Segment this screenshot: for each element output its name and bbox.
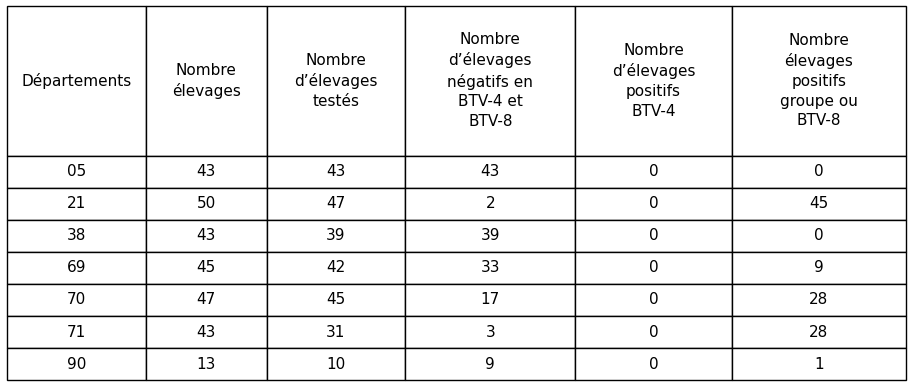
Bar — [146, 316, 266, 348]
Bar — [266, 284, 405, 316]
Bar — [266, 348, 405, 380]
Bar — [146, 348, 266, 380]
Text: 10: 10 — [326, 357, 345, 372]
Text: 2: 2 — [485, 196, 495, 211]
Bar — [575, 252, 732, 284]
Text: Nombre
d’élevages
positifs
BTV-4: Nombre d’élevages positifs BTV-4 — [612, 43, 695, 119]
Text: 90: 90 — [67, 357, 86, 372]
Bar — [7, 284, 146, 316]
Text: 43: 43 — [481, 164, 500, 179]
Text: Nombre
d’élevages
testés: Nombre d’élevages testés — [295, 52, 378, 109]
Bar — [575, 284, 732, 316]
Bar — [575, 348, 732, 380]
Bar — [732, 316, 906, 348]
Text: Nombre
d’élevages
négatifs en
BTV-4 et
BTV-8: Nombre d’élevages négatifs en BTV-4 et B… — [447, 32, 534, 129]
Bar — [7, 348, 146, 380]
Bar — [405, 156, 575, 188]
Text: 47: 47 — [326, 196, 345, 211]
Text: 3: 3 — [485, 325, 495, 340]
Text: 45: 45 — [196, 261, 216, 275]
Text: 39: 39 — [326, 228, 345, 243]
Bar — [575, 6, 732, 156]
Text: 0: 0 — [814, 228, 824, 243]
Bar — [266, 252, 405, 284]
Text: 33: 33 — [481, 261, 500, 275]
Text: 70: 70 — [67, 293, 86, 308]
Text: 45: 45 — [809, 196, 829, 211]
Text: 0: 0 — [649, 228, 658, 243]
Text: 28: 28 — [809, 293, 829, 308]
Text: 21: 21 — [67, 196, 86, 211]
Text: 42: 42 — [326, 261, 345, 275]
Bar — [266, 316, 405, 348]
Text: Départements: Départements — [22, 73, 132, 89]
Text: 50: 50 — [196, 196, 216, 211]
Bar — [732, 220, 906, 252]
Bar — [732, 188, 906, 220]
Text: 47: 47 — [196, 293, 216, 308]
Bar — [266, 156, 405, 188]
Bar — [266, 220, 405, 252]
Bar — [405, 6, 575, 156]
Text: 69: 69 — [67, 261, 86, 275]
Bar — [7, 156, 146, 188]
Text: 0: 0 — [649, 357, 658, 372]
Text: 38: 38 — [67, 228, 86, 243]
Bar — [146, 252, 266, 284]
Bar — [575, 156, 732, 188]
Bar — [575, 316, 732, 348]
Bar — [732, 6, 906, 156]
Bar — [7, 6, 146, 156]
Bar — [405, 252, 575, 284]
Bar — [7, 220, 146, 252]
Bar — [266, 6, 405, 156]
Text: 9: 9 — [814, 261, 824, 275]
Text: 0: 0 — [649, 164, 658, 179]
Text: 0: 0 — [649, 196, 658, 211]
Bar — [732, 348, 906, 380]
Bar — [405, 316, 575, 348]
Text: 28: 28 — [809, 325, 829, 340]
Bar — [146, 220, 266, 252]
Bar — [146, 156, 266, 188]
Bar — [732, 156, 906, 188]
Bar — [405, 348, 575, 380]
Text: 45: 45 — [326, 293, 345, 308]
Text: 39: 39 — [481, 228, 500, 243]
Bar — [575, 188, 732, 220]
Text: 13: 13 — [196, 357, 216, 372]
Bar — [575, 220, 732, 252]
Bar — [146, 6, 266, 156]
Text: 0: 0 — [814, 164, 824, 179]
Bar — [266, 188, 405, 220]
Text: 0: 0 — [649, 261, 658, 275]
Text: Nombre
élevages: Nombre élevages — [172, 63, 241, 99]
Text: 43: 43 — [326, 164, 345, 179]
Bar — [405, 284, 575, 316]
Text: 43: 43 — [196, 228, 216, 243]
Bar — [405, 220, 575, 252]
Text: 0: 0 — [649, 325, 658, 340]
Bar — [7, 252, 146, 284]
Bar — [732, 252, 906, 284]
Bar — [146, 284, 266, 316]
Text: 31: 31 — [326, 325, 345, 340]
Text: 05: 05 — [67, 164, 86, 179]
Text: 43: 43 — [196, 164, 216, 179]
Bar — [7, 188, 146, 220]
Bar — [146, 188, 266, 220]
Bar — [405, 188, 575, 220]
Text: 0: 0 — [649, 293, 658, 308]
Text: 71: 71 — [67, 325, 86, 340]
Text: Nombre
élevages
positifs
groupe ou
BTV-8: Nombre élevages positifs groupe ou BTV-8 — [780, 33, 858, 129]
Bar — [732, 284, 906, 316]
Text: 1: 1 — [814, 357, 824, 372]
Bar — [7, 316, 146, 348]
Text: 43: 43 — [196, 325, 216, 340]
Text: 17: 17 — [481, 293, 500, 308]
Text: 9: 9 — [485, 357, 495, 372]
